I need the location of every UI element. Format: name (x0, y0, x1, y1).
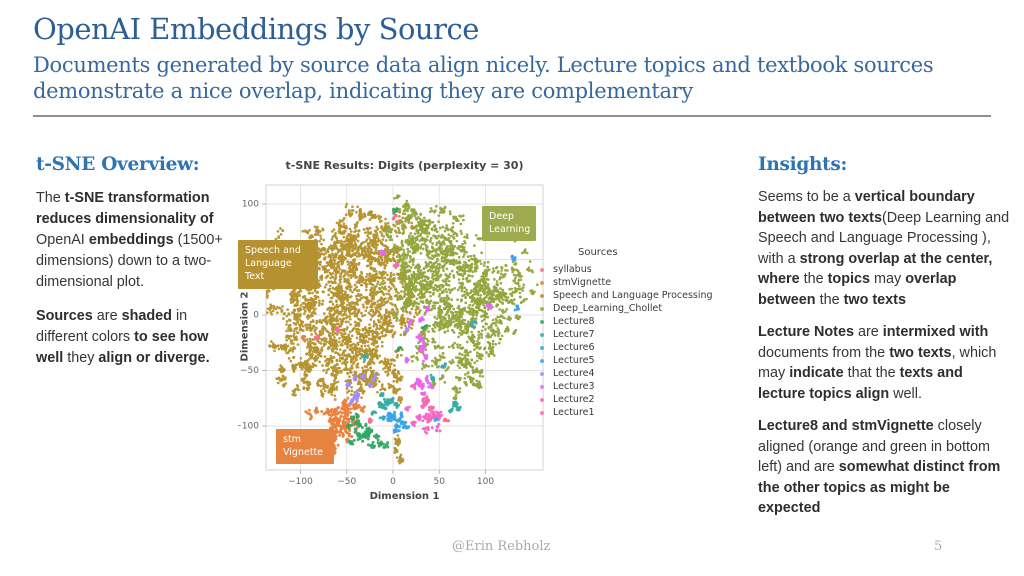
legend-item: Lecture4 (534, 367, 713, 380)
insights-panel: Insights: Seems to be a vertical boundar… (758, 154, 1013, 519)
legend-marker-icon (540, 371, 544, 376)
legend-marker-icon (540, 410, 544, 415)
legend-item: Lecture6 (534, 341, 713, 354)
legend-marker-icon (540, 384, 544, 389)
legend-label: Deep_Learning_Chollet (553, 303, 663, 314)
tsne-scatter-chart: t-SNE Results: Digits (perplexity = 30) … (238, 150, 724, 522)
legend-item: Lecture7 (534, 328, 713, 341)
legend-marker-icon (540, 332, 544, 337)
legend-item: Lecture1 (534, 406, 713, 419)
legend-marker-icon (540, 319, 544, 324)
paragraph: The t-SNE transformation reduces dimensi… (36, 190, 223, 290)
legend-item: Lecture8 (534, 315, 713, 328)
x-axis-label: Dimension 1 (369, 491, 440, 502)
cluster-label: stm Vignette (276, 429, 334, 464)
title-divider-line (33, 115, 991, 117)
legend-item: Lecture5 (534, 354, 713, 367)
cluster-label: Deep Learning (482, 206, 536, 241)
legend-label: syllabus (553, 264, 592, 275)
legend-title: Sources (578, 247, 618, 258)
legend-label: Lecture6 (553, 342, 595, 353)
legend-item: stmVignette (534, 276, 713, 289)
legend-item: Deep_Learning_Chollet (534, 302, 713, 315)
legend-label: Lecture1 (553, 407, 595, 418)
slide-title: OpenAI Embeddings by Source (33, 12, 479, 46)
paragraph: Seems to be a vertical boundary between … (758, 189, 1010, 308)
legend-marker-icon (540, 358, 544, 363)
legend-label: Lecture5 (553, 355, 595, 366)
legend-label: Lecture4 (553, 368, 595, 379)
legend-item: Lecture2 (534, 393, 713, 406)
legend-label: Lecture8 (553, 316, 595, 327)
chart-title: t-SNE Results: Digits (perplexity = 30) (285, 159, 524, 172)
legend-marker-icon (540, 267, 544, 272)
cluster-label: Speech and Language Text (238, 240, 318, 289)
legend-marker-icon (540, 293, 544, 298)
paragraph: Sources are shaded in different colors t… (36, 308, 210, 366)
legend-item: Lecture3 (534, 380, 713, 393)
insights-heading: Insights: (758, 154, 848, 175)
paragraph: Lecture8 and stmVignette closely aligned… (758, 418, 1001, 516)
legend-item: syllabus (534, 263, 713, 276)
footer-author: @Erin Rebholz (452, 539, 551, 554)
tsne-overview-heading: t-SNE Overview: (36, 154, 200, 175)
page-number: 5 (934, 539, 943, 554)
legend-marker-icon (540, 345, 544, 350)
legend-label: Lecture7 (553, 329, 595, 340)
legend-label: Lecture2 (553, 394, 595, 405)
legend-marker-icon (540, 280, 544, 285)
paragraph: Lecture Notes are intermixed with docume… (758, 324, 997, 402)
legend-label: stmVignette (553, 277, 612, 288)
chart-legend: Sources syllabus stmVignette Speech and La… (534, 247, 713, 419)
tsne-overview-panel: t-SNE Overview: The t-SNE transformation… (36, 154, 238, 369)
legend-label: Lecture3 (553, 381, 595, 392)
legend-item: Speech and Language Processing (534, 289, 713, 302)
legend-marker-icon (540, 397, 544, 402)
legend-label: Speech and Language Processing (553, 290, 713, 301)
slide-subtitle: Documents generated by source data align… (33, 53, 934, 103)
legend-marker-icon (540, 306, 544, 311)
